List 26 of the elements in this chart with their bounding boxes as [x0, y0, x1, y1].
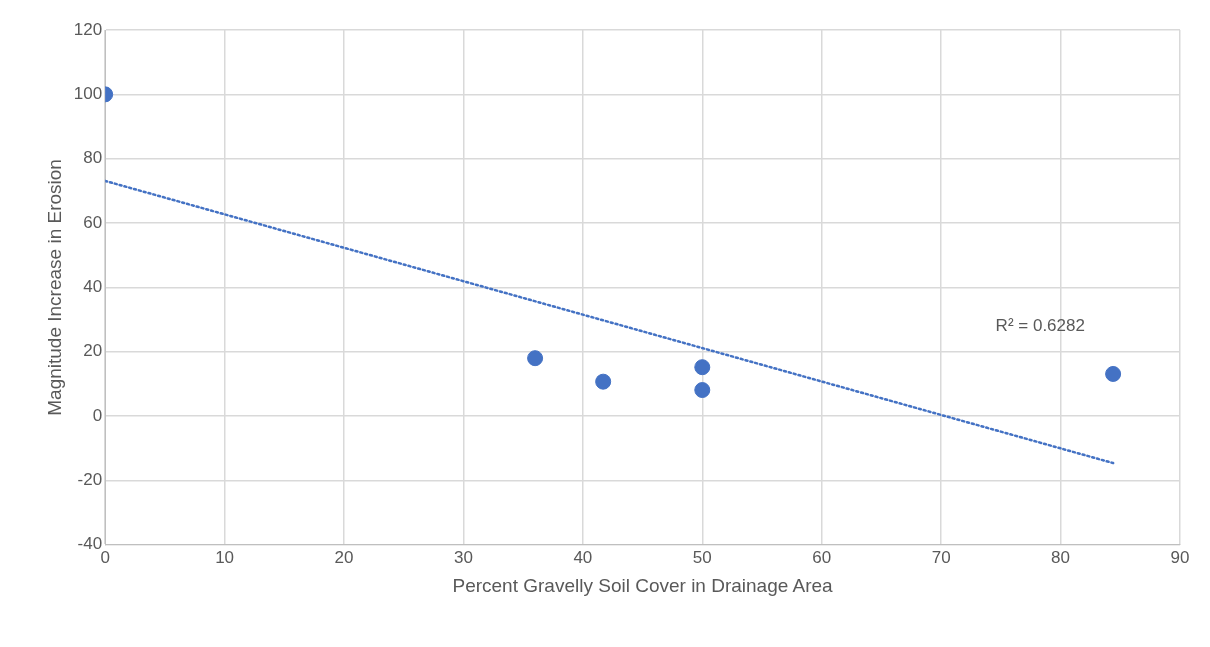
point: [694, 382, 711, 399]
y-tick-label: 100: [73, 84, 103, 104]
x-tick-label: 10: [215, 547, 235, 567]
x-tick-label: 80: [1051, 547, 1071, 567]
point: [694, 359, 711, 376]
x-tick-label: 30: [453, 547, 473, 567]
annotation: R² = 0.6282: [995, 315, 1085, 335]
y-tick-label: 20: [83, 341, 103, 361]
x-tick-label: 40: [573, 547, 593, 567]
x-axis-title: Percent Gravelly Soil Cover in Drainage Area: [452, 574, 834, 596]
y-tick-label: 40: [83, 277, 103, 297]
y-tick-label: -20: [77, 470, 103, 490]
point: [527, 350, 544, 367]
y-tick-label: 0: [92, 405, 103, 425]
x-tick-label: 20: [334, 547, 354, 567]
y-tick-label: -40: [77, 534, 103, 554]
y-tick-label: 80: [83, 148, 103, 168]
x-tick-label: 60: [812, 547, 832, 567]
x-tick-label: 50: [692, 547, 712, 567]
x-tick-label: 70: [931, 547, 951, 567]
y-axis-title: Magnitude Increase in Erosion: [43, 159, 65, 416]
y-tick-label: 60: [83, 212, 103, 232]
x-tick-label: 90: [1170, 547, 1190, 567]
point: [595, 373, 612, 390]
point: [1105, 365, 1122, 382]
y-tick-label: 120: [73, 19, 103, 39]
